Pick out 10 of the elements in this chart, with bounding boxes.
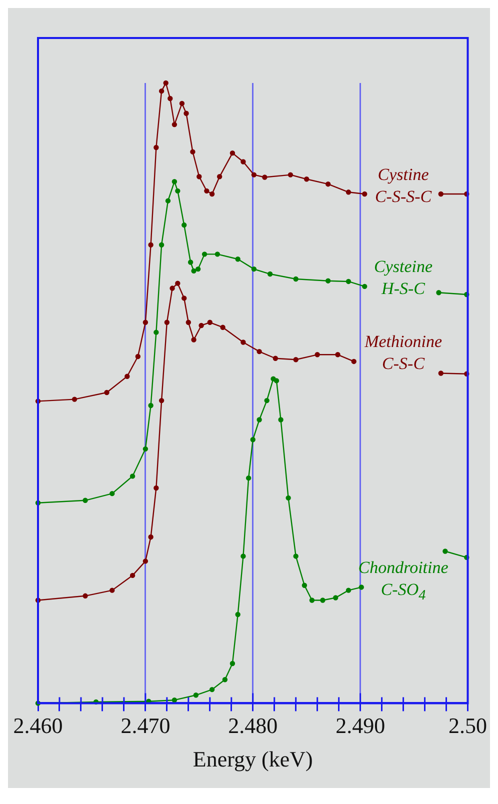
series-label: Chondroitine C-SO$_{4}$ [357,557,450,606]
x-tick-label: 2.460 [13,713,63,738]
series-label: Methionine C-S-C [364,331,443,376]
series-label: Cystine C-S-S-C [374,164,433,208]
x-tick-label: 2.50 [448,713,487,738]
series-label: Cysteine H-S-C [373,256,434,300]
x-axis-title: Energy (keV) [192,746,313,772]
x-tick-label: 2.480 [228,713,278,738]
x-tick-label: 2.490 [336,713,386,738]
x-tick-label: 2.470 [120,713,170,738]
